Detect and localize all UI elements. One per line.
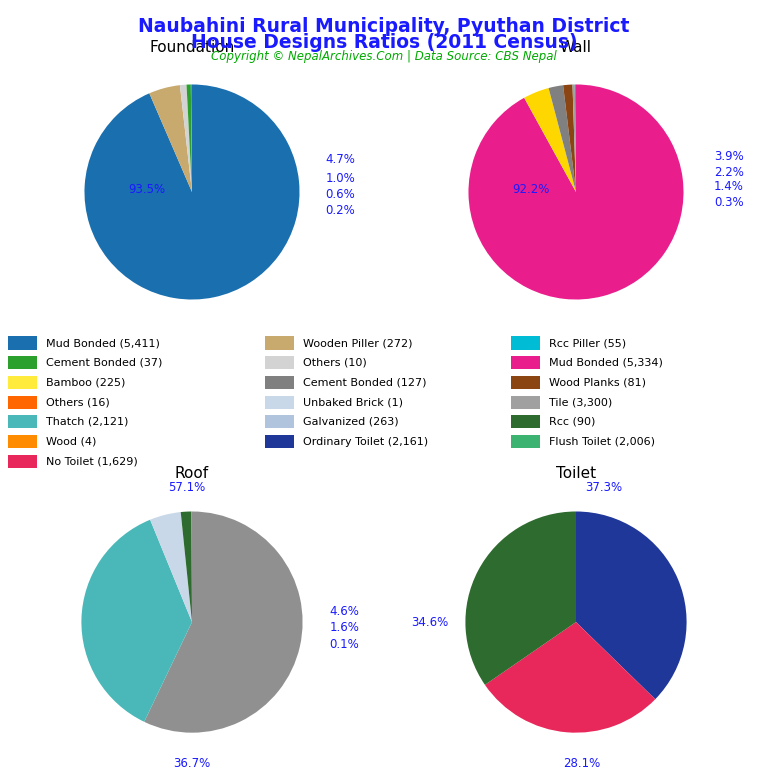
- Bar: [511, 435, 540, 448]
- Text: 0.1%: 0.1%: [329, 637, 359, 650]
- Text: 0.2%: 0.2%: [326, 204, 356, 217]
- Text: 1.0%: 1.0%: [326, 171, 356, 184]
- Text: Cement Bonded (37): Cement Bonded (37): [46, 358, 163, 368]
- Wedge shape: [144, 511, 303, 733]
- Text: Others (16): Others (16): [46, 397, 110, 407]
- Bar: [265, 376, 294, 389]
- Text: Naubahini Rural Municipality, Pyuthan District: Naubahini Rural Municipality, Pyuthan Di…: [138, 17, 630, 36]
- Text: 57.1%: 57.1%: [168, 481, 205, 494]
- Text: 4.6%: 4.6%: [329, 604, 359, 617]
- Text: 4.7%: 4.7%: [326, 154, 356, 166]
- Bar: [511, 356, 540, 369]
- Text: 1.6%: 1.6%: [329, 621, 359, 634]
- Text: Tile (3,300): Tile (3,300): [549, 397, 612, 407]
- Text: 34.6%: 34.6%: [412, 616, 449, 628]
- Text: 0.6%: 0.6%: [326, 187, 356, 200]
- Bar: [265, 396, 294, 409]
- Text: 37.3%: 37.3%: [585, 481, 622, 494]
- Bar: [8, 435, 37, 448]
- Wedge shape: [468, 84, 684, 300]
- Text: Ordinary Toilet (2,161): Ordinary Toilet (2,161): [303, 436, 429, 446]
- Bar: [511, 415, 540, 429]
- Text: House Designs Ratios (2011 Census): House Designs Ratios (2011 Census): [190, 33, 578, 52]
- Text: 93.5%: 93.5%: [128, 184, 165, 197]
- Wedge shape: [485, 622, 655, 733]
- Wedge shape: [84, 84, 300, 300]
- Wedge shape: [180, 84, 192, 192]
- Bar: [8, 455, 37, 468]
- Text: 36.7%: 36.7%: [174, 757, 210, 768]
- Wedge shape: [81, 520, 192, 722]
- Bar: [511, 396, 540, 409]
- Bar: [265, 435, 294, 448]
- Bar: [8, 415, 37, 429]
- Bar: [265, 415, 294, 429]
- Wedge shape: [548, 85, 576, 192]
- Wedge shape: [576, 511, 687, 699]
- Text: Unbaked Brick (1): Unbaked Brick (1): [303, 397, 403, 407]
- Text: 1.4%: 1.4%: [713, 180, 743, 193]
- Bar: [8, 396, 37, 409]
- Wedge shape: [180, 511, 192, 622]
- Text: Bamboo (225): Bamboo (225): [46, 377, 125, 387]
- Text: Thatch (2,121): Thatch (2,121): [46, 417, 128, 427]
- Text: Mud Bonded (5,334): Mud Bonded (5,334): [549, 358, 663, 368]
- Text: 0.3%: 0.3%: [714, 197, 743, 209]
- Bar: [8, 336, 37, 349]
- Text: Galvanized (263): Galvanized (263): [303, 417, 399, 427]
- Bar: [265, 336, 294, 349]
- Text: Wood (4): Wood (4): [46, 436, 97, 446]
- Text: 3.9%: 3.9%: [713, 150, 743, 163]
- Wedge shape: [150, 512, 192, 622]
- Text: Rcc Piller (55): Rcc Piller (55): [549, 338, 626, 348]
- Text: Copyright © NepalArchives.Com | Data Source: CBS Nepal: Copyright © NepalArchives.Com | Data Sou…: [211, 50, 557, 63]
- Title: Wall: Wall: [560, 40, 592, 55]
- Bar: [511, 376, 540, 389]
- Wedge shape: [187, 84, 192, 192]
- Bar: [8, 356, 37, 369]
- Title: Roof: Roof: [175, 466, 209, 482]
- Title: Toilet: Toilet: [556, 466, 596, 482]
- Text: Wooden Piller (272): Wooden Piller (272): [303, 338, 413, 348]
- Text: 28.1%: 28.1%: [563, 757, 600, 768]
- Text: Flush Toilet (2,006): Flush Toilet (2,006): [549, 436, 655, 446]
- Bar: [511, 336, 540, 349]
- Wedge shape: [149, 85, 192, 192]
- Text: Rcc (90): Rcc (90): [549, 417, 595, 427]
- Wedge shape: [190, 84, 192, 192]
- Text: 2.2%: 2.2%: [713, 166, 743, 179]
- Wedge shape: [465, 511, 576, 685]
- Text: Mud Bonded (5,411): Mud Bonded (5,411): [46, 338, 160, 348]
- Wedge shape: [574, 84, 576, 192]
- Bar: [8, 376, 37, 389]
- Wedge shape: [563, 84, 576, 192]
- Text: Wood Planks (81): Wood Planks (81): [549, 377, 646, 387]
- Text: Cement Bonded (127): Cement Bonded (127): [303, 377, 427, 387]
- Wedge shape: [525, 88, 576, 192]
- Title: Foundation: Foundation: [149, 40, 235, 55]
- Bar: [265, 356, 294, 369]
- Text: No Toilet (1,629): No Toilet (1,629): [46, 456, 137, 466]
- Wedge shape: [572, 84, 576, 192]
- Text: Others (10): Others (10): [303, 358, 367, 368]
- Text: 92.2%: 92.2%: [512, 184, 550, 197]
